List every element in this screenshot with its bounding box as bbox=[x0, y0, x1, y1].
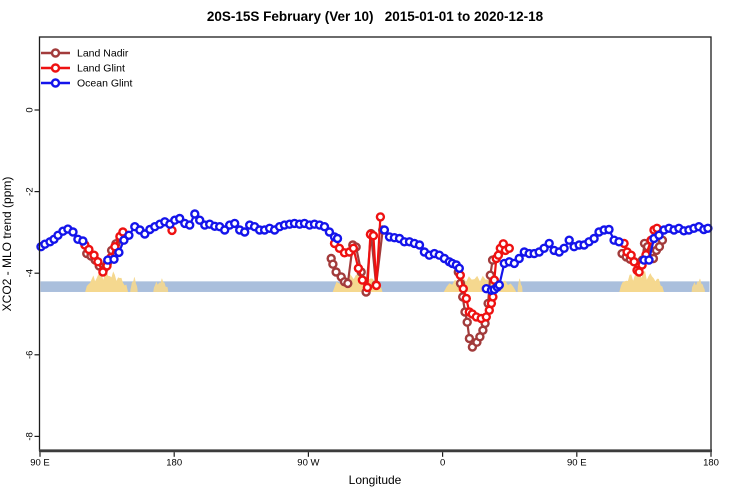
y-tick-label: -6 bbox=[24, 351, 35, 359]
data-point bbox=[604, 224, 614, 235]
data-point bbox=[78, 236, 88, 246]
data-point bbox=[229, 218, 240, 229]
data-point bbox=[328, 259, 338, 269]
data-point bbox=[544, 238, 554, 249]
data-point bbox=[368, 230, 379, 241]
data-point bbox=[629, 257, 639, 267]
data-point bbox=[357, 275, 368, 285]
data-point bbox=[343, 278, 353, 289]
data-point bbox=[559, 243, 569, 254]
data-point bbox=[504, 243, 514, 254]
legend-marker bbox=[50, 78, 61, 88]
legend-item: Land Glint bbox=[41, 63, 125, 75]
data-point bbox=[454, 263, 464, 273]
legend-label: Land Glint bbox=[77, 63, 125, 75]
data-point bbox=[589, 233, 599, 244]
y-axis-title: XCO2 - MLO trend (ppm) bbox=[0, 177, 14, 312]
data-point bbox=[564, 235, 574, 245]
y-tick-label: -4 bbox=[24, 269, 35, 277]
land-silhouette bbox=[517, 278, 523, 292]
y-tick-label: -2 bbox=[24, 187, 35, 195]
data-point bbox=[348, 243, 359, 254]
series-ocean-glint bbox=[36, 209, 713, 295]
x-tick-label: 180 bbox=[166, 458, 182, 469]
land-silhouette bbox=[130, 277, 138, 292]
y-tick-label: 0 bbox=[24, 107, 35, 112]
data-point bbox=[319, 221, 330, 232]
legend: Land Nadir Land Glint Ocean Glint bbox=[41, 48, 133, 90]
data-point bbox=[362, 282, 373, 293]
chart-title: 20S-15S February (Ver 10) 2015-01-01 to … bbox=[207, 9, 544, 24]
data-point bbox=[371, 280, 382, 291]
data-point bbox=[124, 230, 134, 241]
data-point bbox=[461, 293, 471, 304]
legend-item: Land Nadir bbox=[41, 48, 129, 60]
x-axis-ticks: 90 E 180 90 W 0 90 E 180 bbox=[30, 452, 719, 469]
data-point bbox=[114, 247, 124, 258]
data-point bbox=[375, 212, 386, 222]
data-point bbox=[514, 253, 524, 264]
data-point bbox=[462, 317, 472, 327]
x-tick-label: 90 E bbox=[30, 458, 50, 469]
y-axis-ticks: 0 -2 -4 -6 -8 bbox=[24, 107, 40, 441]
data-point bbox=[414, 240, 425, 250]
x-tick-label: 0 bbox=[440, 458, 445, 469]
data-point bbox=[654, 230, 664, 241]
data-point bbox=[184, 220, 195, 230]
legend-label: Land Nadir bbox=[77, 48, 129, 60]
land-silhouette bbox=[85, 270, 128, 292]
x-tick-label: 90 E bbox=[567, 458, 587, 469]
data-point bbox=[109, 254, 119, 264]
land-silhouette bbox=[619, 271, 664, 292]
data-point bbox=[464, 333, 475, 344]
data-point bbox=[89, 250, 99, 260]
legend-item: Ocean Glint bbox=[41, 78, 133, 90]
chart-dynamic-layer bbox=[36, 209, 713, 352]
data-point bbox=[644, 255, 654, 265]
data-point bbox=[458, 284, 468, 294]
data-point bbox=[84, 244, 94, 255]
x-tick-label: 90 W bbox=[297, 458, 319, 469]
data-point bbox=[190, 209, 200, 219]
data-point bbox=[494, 280, 504, 290]
data-point bbox=[379, 225, 390, 235]
land-silhouette bbox=[691, 278, 705, 292]
plot-box bbox=[38, 36, 712, 452]
land-silhouette bbox=[153, 278, 169, 292]
x-axis-title: Longitude bbox=[349, 473, 402, 487]
data-point bbox=[353, 263, 364, 273]
data-point bbox=[68, 227, 78, 237]
legend-marker bbox=[50, 63, 61, 73]
y-tick-label: -8 bbox=[24, 432, 35, 440]
legend-label: Ocean Glint bbox=[77, 78, 133, 90]
data-point bbox=[93, 257, 103, 267]
x-tick-label: 180 bbox=[703, 458, 719, 469]
data-point bbox=[614, 237, 624, 247]
data-point bbox=[98, 267, 108, 277]
data-point bbox=[239, 227, 250, 237]
data-point bbox=[332, 233, 343, 244]
legend-marker bbox=[50, 48, 61, 58]
land-silhouette bbox=[443, 275, 517, 292]
